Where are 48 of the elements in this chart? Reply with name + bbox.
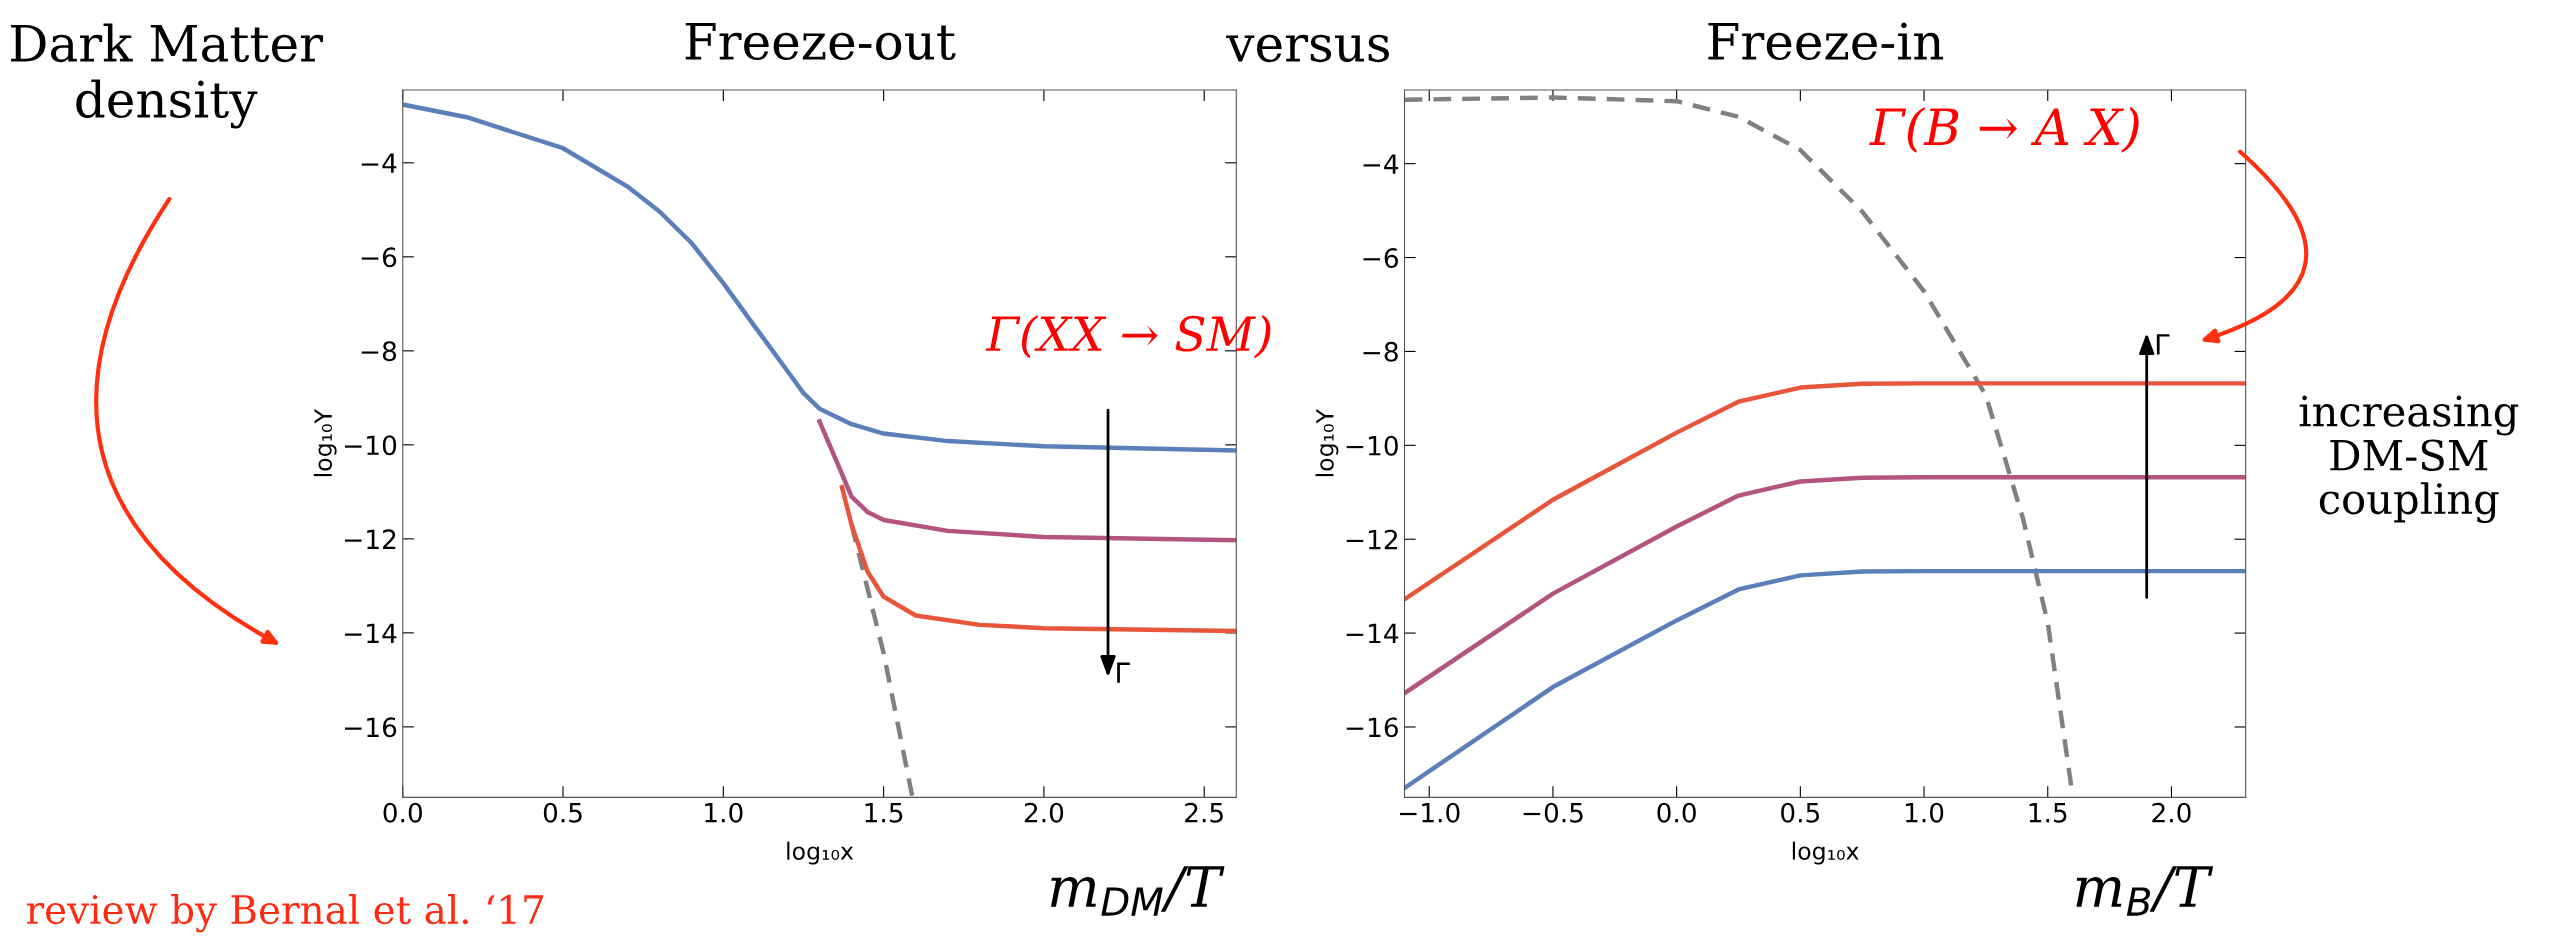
x-tick-label: 1.5 bbox=[2029, 803, 2067, 823]
text: increasing DM-SM coupling bbox=[2299, 395, 2519, 524]
y-tick-label: −10 bbox=[344, 435, 397, 456]
text: review by Bernal et al. ‘17 bbox=[26, 894, 543, 933]
x-tick-label: 0.5 bbox=[1781, 802, 1820, 823]
x-tick-label: −1.0 bbox=[1400, 802, 1460, 823]
y-tick-label: −14 bbox=[344, 623, 397, 643]
x-tick-label: 1.0 bbox=[705, 802, 743, 823]
text: Dark Matter density bbox=[11, 23, 324, 129]
line-series bbox=[1404, 381, 2246, 602]
line-series bbox=[817, 419, 1237, 543]
annotation: Γ bbox=[1117, 662, 1130, 683]
x-tick-label: 1.0 bbox=[1905, 802, 1944, 823]
x-tick-label: 0.5 bbox=[543, 802, 582, 823]
line-series bbox=[1404, 568, 2246, 791]
x-axis-title: log₁₀x bbox=[1792, 841, 1859, 865]
annotation: Γ(XX → SM) bbox=[985, 314, 1271, 359]
y-tick-label: −12 bbox=[344, 529, 396, 549]
annotation: Γ(B → A X) bbox=[1869, 106, 2139, 153]
text: m$_{DM}$/T bbox=[1050, 866, 1225, 916]
y-tick-label: −16 bbox=[1346, 717, 1398, 738]
x-tick-label: 2.5 bbox=[1185, 802, 1223, 823]
x-tick-label: −0.5 bbox=[1523, 802, 1583, 823]
y-tick-label: −16 bbox=[344, 717, 397, 738]
x-tick-label: 2.0 bbox=[1024, 802, 1064, 823]
text: m$_{B}$/T bbox=[2076, 866, 2214, 916]
x-tick-label: 0.0 bbox=[383, 802, 422, 823]
chart-title: Freeze-out bbox=[685, 22, 956, 61]
y-tick-label: −6 bbox=[1363, 247, 1398, 268]
annotation: Γ bbox=[2156, 334, 2170, 355]
line-series bbox=[839, 484, 1237, 634]
y-tick-label: −8 bbox=[361, 341, 397, 362]
y-tick-label: −4 bbox=[361, 153, 397, 173]
y-tick-label: −8 bbox=[1363, 341, 1398, 362]
y-axis-title: log₁₀Y bbox=[313, 408, 337, 477]
chart-title: Freeze-in bbox=[1708, 22, 1944, 61]
line-series bbox=[1404, 475, 2246, 696]
x-tick-label: 0.0 bbox=[1657, 802, 1696, 823]
y-tick-label: −4 bbox=[1363, 154, 1399, 174]
x-tick-label: 1.5 bbox=[865, 803, 903, 823]
y-tick-label: −14 bbox=[1346, 623, 1399, 644]
text: versus bbox=[1226, 34, 1389, 63]
y-tick-label: −12 bbox=[1346, 529, 1397, 550]
y-axis-title: log₁₀Y bbox=[1315, 408, 1339, 477]
y-tick-label: −10 bbox=[1346, 435, 1398, 456]
x-tick-label: 2.0 bbox=[2152, 802, 2191, 823]
y-tick-label: −6 bbox=[361, 247, 397, 268]
x-axis-title: log₁₀x bbox=[787, 841, 854, 865]
